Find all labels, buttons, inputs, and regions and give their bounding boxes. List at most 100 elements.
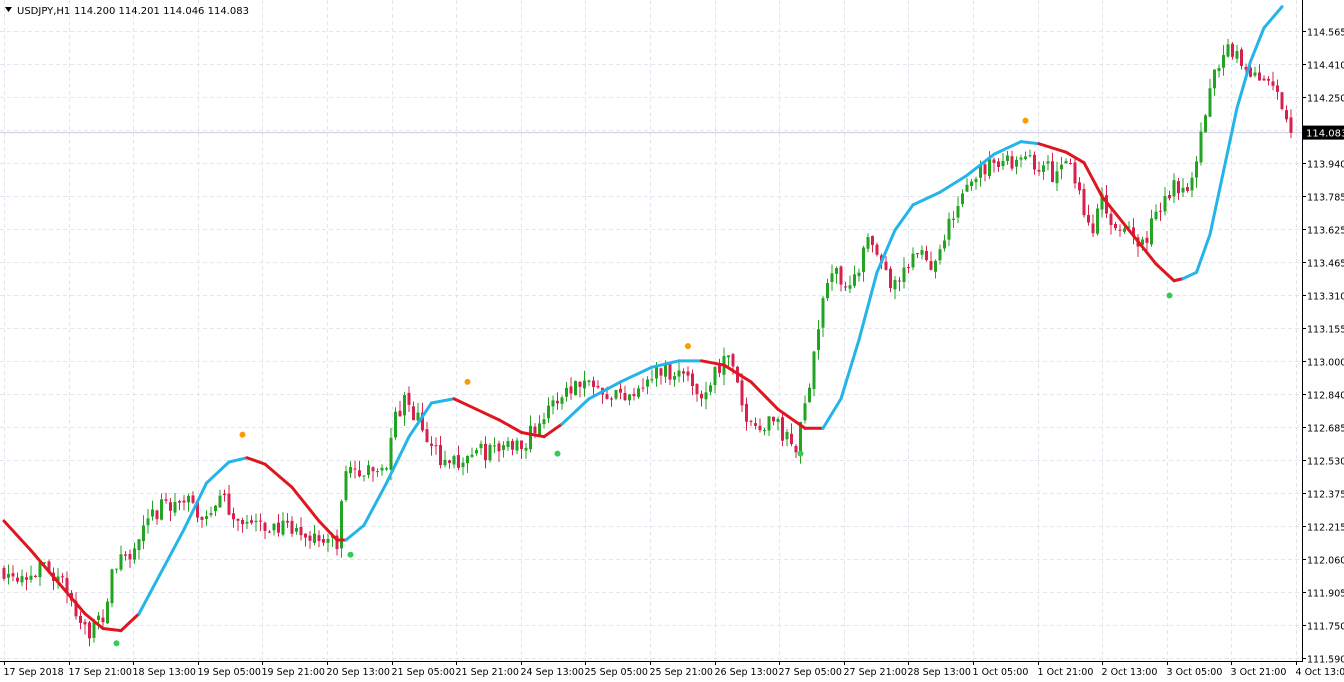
candle-body: [803, 403, 807, 421]
candle-body: [398, 410, 402, 417]
candle-body: [511, 440, 514, 450]
candle-body: [101, 617, 105, 623]
candle-body: [160, 499, 163, 520]
candle-body: [664, 363, 667, 377]
candle-body: [1132, 227, 1135, 237]
trend-line-segment: [344, 523, 366, 542]
candle-body: [605, 394, 609, 400]
candle-body: [1190, 177, 1194, 191]
trend-line-segment: [1154, 262, 1176, 283]
candle-body: [349, 467, 352, 474]
candle-body: [232, 513, 235, 520]
candle-body: [97, 615, 100, 621]
candle-body: [1213, 69, 1216, 89]
candle-body: [574, 381, 577, 396]
candle-body: [443, 459, 447, 466]
candle-body: [1253, 72, 1257, 76]
x-tick-label: 25 Sep 05:00: [585, 667, 648, 678]
candle-body: [889, 268, 892, 288]
candle-body: [619, 388, 622, 393]
trend-line-segment: [875, 228, 897, 274]
candle-body: [686, 371, 690, 376]
candle-body: [893, 279, 897, 290]
trend-line-segment: [1064, 150, 1086, 165]
candle-body: [1114, 223, 1117, 229]
trend-line-segment: [1172, 277, 1185, 283]
candle-body: [1015, 159, 1018, 167]
x-tick-label: 20 Sep 13:00: [327, 667, 390, 678]
candle-body: [74, 600, 78, 617]
trend-line-segment: [650, 359, 681, 369]
candle-body: [178, 501, 181, 503]
candle-body: [682, 371, 685, 374]
candle-body: [524, 447, 528, 451]
candle-body: [938, 249, 942, 261]
candle-body: [569, 386, 573, 394]
candle-body: [1204, 115, 1207, 133]
candle-body: [1118, 229, 1122, 231]
candle-body: [898, 280, 901, 282]
time-axis-labels: 17 Sep 2018 17 Sep 21:00 18 Sep 13:00 19 Se…: [4, 661, 1344, 678]
candle-body: [1289, 117, 1293, 133]
candle-body: [484, 443, 487, 461]
x-tick-label: 28 Sep 13:00: [908, 667, 971, 678]
candle-body: [767, 416, 771, 431]
candle-body: [65, 577, 69, 594]
candle-body: [695, 383, 699, 395]
trend-line-segment: [938, 173, 969, 194]
x-tick-label: 2 Oct 13:00: [1102, 667, 1158, 678]
candle-body: [839, 266, 843, 285]
candle-body: [1127, 226, 1131, 228]
candle-body: [506, 441, 510, 447]
collapse-triangle-icon[interactable]: [5, 7, 12, 12]
y-tick-label: 112.060: [1307, 556, 1344, 567]
y-tick-label: 112.685: [1307, 424, 1344, 435]
candle-body: [911, 253, 915, 268]
trend-line-segment: [1181, 270, 1198, 281]
candle-body: [272, 523, 276, 531]
candle-body: [353, 468, 357, 470]
candle-body: [1037, 169, 1041, 172]
x-tick-label: 25 Sep 21:00: [650, 667, 713, 678]
trend-line-segment: [700, 359, 726, 367]
candle-body: [1019, 157, 1023, 160]
signal-dot-low: [113, 640, 120, 647]
candle-body: [1172, 180, 1176, 197]
candle-body: [934, 260, 937, 272]
ohlc-values: 114.200 114.201 114.046 114.083: [74, 6, 249, 17]
candle-body: [799, 421, 802, 454]
candle-body: [205, 516, 208, 519]
candle-body: [29, 575, 33, 580]
candle-body: [155, 510, 159, 520]
candle-body: [2, 567, 6, 579]
candle-body: [992, 159, 996, 163]
candle-body: [655, 367, 658, 379]
signal-dot-high: [685, 343, 691, 350]
trend-line-segment: [821, 397, 843, 430]
candle-body: [1055, 171, 1059, 184]
trend-line-segment: [29, 549, 60, 584]
candle-body: [1177, 181, 1180, 194]
candle-body: [47, 561, 51, 572]
candle-body: [421, 412, 424, 431]
trend-line-segment: [1195, 232, 1212, 274]
candle-body: [862, 247, 865, 272]
candle-body: [38, 562, 42, 578]
candle-body: [380, 467, 384, 471]
candle-body: [425, 429, 429, 443]
candle-body: [677, 370, 681, 377]
candle-body: [191, 495, 195, 503]
y-tick-label: 111.905: [1307, 589, 1344, 600]
candle-body: [124, 554, 127, 556]
trend-line-segment: [1235, 60, 1252, 110]
candle-body: [1087, 215, 1090, 223]
signal-dot-low: [1166, 292, 1173, 299]
candle-body: [920, 250, 924, 255]
trend-line-segment: [407, 401, 433, 439]
candle-body: [1145, 237, 1149, 243]
candle-body: [1154, 211, 1158, 220]
candle-body: [1280, 92, 1284, 110]
candle-body: [700, 393, 703, 399]
candle-body: [20, 576, 24, 583]
